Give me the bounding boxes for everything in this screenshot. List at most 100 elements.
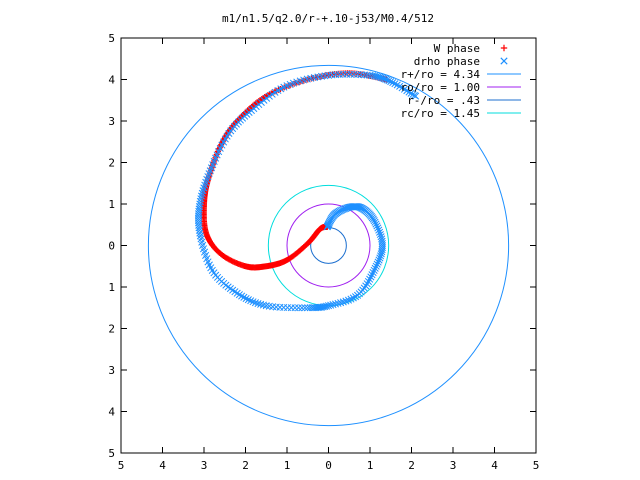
x-tick-label: 2 (242, 459, 249, 472)
x-tick-label: 3 (450, 459, 457, 472)
y-tick-label: 3 (108, 115, 115, 128)
legend-label: rc/ro = 1.45 (401, 107, 480, 120)
drho-point (383, 76, 391, 84)
circle-r+ (147, 64, 510, 427)
drho-point (370, 266, 378, 274)
drho-point (354, 70, 362, 79)
x-tick-label: 2 (408, 459, 415, 472)
drho-point (357, 71, 365, 79)
legend-label: r+/ro = 4.34 (401, 68, 481, 81)
drho-point (240, 293, 248, 301)
drho-point (257, 300, 265, 308)
drho-point (344, 296, 353, 304)
drho-point (368, 271, 376, 279)
drho-point (313, 304, 322, 312)
drho-point (374, 258, 382, 266)
drho-point (197, 195, 205, 203)
series-drho-phase (194, 70, 420, 312)
legend-label: r-/ro = .43 (407, 94, 480, 107)
drho-point (378, 248, 386, 256)
x-tick-label: 0 (325, 459, 332, 472)
y-tick-label: 2 (108, 323, 115, 336)
drho-point (375, 226, 383, 234)
drho-point (372, 262, 380, 270)
y-tick-label: 1 (108, 198, 115, 211)
drho-point (378, 246, 386, 254)
drho-point (371, 218, 379, 226)
drho-point (259, 301, 267, 309)
drho-point (385, 77, 393, 85)
drho-point (347, 295, 355, 303)
drho-point (242, 294, 250, 303)
x-tick-label: 4 (159, 459, 166, 472)
drho-point (298, 304, 306, 312)
y-tick-label: 5 (108, 447, 115, 460)
drho-point (376, 254, 384, 262)
legend-label: ro/ro = 1.00 (401, 81, 480, 94)
drho-point (405, 88, 413, 96)
drho-point (342, 297, 350, 305)
x-tick-label: 4 (491, 459, 498, 472)
drho-point (198, 189, 206, 197)
drho-point (374, 224, 382, 232)
x-tick-label: 3 (201, 459, 208, 472)
drho-point (387, 78, 395, 86)
drho-point (376, 230, 384, 239)
y-tick-label: 3 (108, 364, 115, 377)
drho-point (244, 296, 252, 304)
legend-label: W phase (434, 42, 480, 55)
circle-ro (286, 203, 371, 288)
legend-marker (500, 44, 508, 52)
drho-point (196, 197, 204, 205)
drho-point (339, 298, 347, 306)
drho-point (389, 78, 397, 87)
chart-title: m1/n1.5/q2.0/r-+.10-j53/M0.4/512 (222, 12, 434, 25)
x-tick-label: 1 (284, 459, 291, 472)
y-tick-label: 5 (108, 32, 115, 45)
drho-point (351, 293, 360, 301)
y-tick-label: 4 (108, 74, 115, 87)
y-tick-label: 2 (108, 157, 115, 170)
drho-point (329, 301, 337, 309)
drho-point (373, 260, 381, 268)
drho-point (364, 277, 373, 286)
x-tick-label: 1 (367, 459, 374, 472)
drho-point (197, 192, 206, 200)
drho-point (301, 304, 309, 312)
drho-point (249, 298, 257, 306)
drho-point (304, 304, 312, 312)
drho-point (377, 252, 385, 260)
legend-marker (500, 57, 508, 65)
drho-point (376, 228, 384, 236)
drho-point (366, 275, 374, 283)
drho-point (372, 220, 380, 228)
drho-point (360, 71, 368, 79)
drho-point (340, 205, 348, 213)
drho-point (373, 222, 381, 230)
drho-point (291, 304, 299, 312)
drho-point (375, 256, 383, 264)
series-w-phase (200, 70, 390, 271)
drho-point (294, 304, 303, 312)
drho-point (377, 233, 385, 241)
y-tick-label: 1 (108, 281, 115, 294)
drho-point (370, 217, 378, 225)
drho-point (247, 297, 255, 305)
drho-point (262, 302, 270, 310)
drho-point (369, 268, 377, 277)
legend-label: drho phase (414, 55, 480, 68)
drho-point (306, 304, 314, 312)
drho-point (377, 250, 385, 258)
y-tick-label: 4 (108, 406, 115, 419)
drho-point (349, 294, 357, 302)
x-tick-label: 5 (533, 459, 540, 472)
drho-point (367, 273, 375, 281)
drho-point (412, 92, 420, 100)
drho-point (337, 299, 345, 307)
drho-point (371, 264, 379, 272)
circle-rc (267, 184, 390, 307)
drho-point (196, 232, 204, 240)
